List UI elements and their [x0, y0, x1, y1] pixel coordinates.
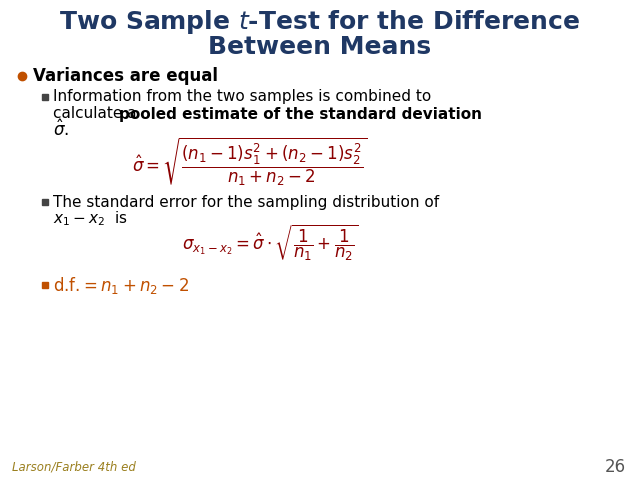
Text: $\hat{\sigma} = \sqrt{\dfrac{(n_1-1)s_1^2+(n_2-1)s_2^2}{n_1+n_2-2}}$: $\hat{\sigma} = \sqrt{\dfrac{(n_1-1)s_1^… — [132, 136, 367, 188]
Text: Two Sample $\mathit{t}$-Test for the Difference: Two Sample $\mathit{t}$-Test for the Dif… — [60, 8, 580, 36]
Text: d.f.$= n_1 + n_2 - 2$: d.f.$= n_1 + n_2 - 2$ — [53, 275, 189, 296]
Text: $x_1 - x_2$  is: $x_1 - x_2$ is — [53, 210, 128, 228]
Text: The standard error for the sampling distribution of: The standard error for the sampling dist… — [53, 194, 439, 209]
Text: calculate a: calculate a — [53, 107, 141, 121]
Text: Information from the two samples is combined to: Information from the two samples is comb… — [53, 89, 431, 105]
Text: Variances are equal: Variances are equal — [33, 67, 218, 85]
Text: $\hat{\sigma}$.: $\hat{\sigma}$. — [53, 120, 69, 140]
Text: $\sigma_{x_1-x_2} = \hat{\sigma}\cdot\sqrt{\dfrac{1}{n_1}+\dfrac{1}{n_2}}$: $\sigma_{x_1-x_2} = \hat{\sigma}\cdot\sq… — [182, 223, 358, 263]
Text: pooled estimate of the standard deviation: pooled estimate of the standard deviatio… — [119, 107, 482, 121]
Text: Larson/Farber 4th ed: Larson/Farber 4th ed — [12, 460, 136, 473]
Text: Between Means: Between Means — [209, 35, 431, 59]
Text: 26: 26 — [605, 458, 626, 476]
